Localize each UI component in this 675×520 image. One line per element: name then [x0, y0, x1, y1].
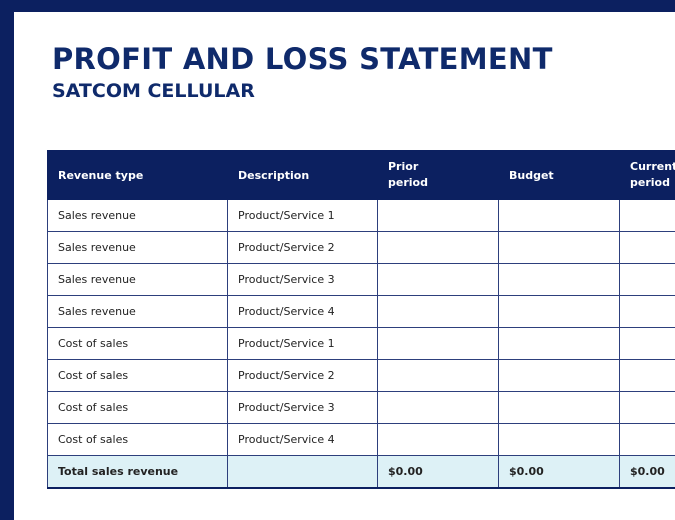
column-header-text: Prior period: [388, 160, 428, 189]
header-row: Revenue type Description Prior period Budge…: [47, 150, 675, 200]
table-cell: Product/Service 1: [227, 199, 378, 232]
table-row: Sales revenue Product/Service 2: [47, 231, 675, 264]
empty-cell: [498, 295, 620, 328]
empty-cell: [619, 391, 675, 424]
table-row: Cost of sales Product/Service 4: [47, 423, 675, 456]
table-cell: Sales revenue: [47, 199, 228, 232]
total-value: $0.00: [619, 455, 675, 489]
empty-cell: [377, 359, 499, 392]
table-cell: Product/Service 1: [227, 327, 378, 360]
total-value: $0.00: [377, 455, 499, 489]
table-cell: Sales revenue: [47, 231, 228, 264]
empty-cell: [619, 359, 675, 392]
total-row: Total sales revenue $0.00 $0.00 $0.00: [47, 455, 675, 489]
table-container: Revenue type Description Prior period Budge…: [47, 150, 675, 490]
empty-cell: [498, 359, 620, 392]
empty-cell: [619, 423, 675, 456]
empty-cell: [227, 455, 378, 489]
table-cell: Product/Service 4: [227, 423, 378, 456]
empty-cell: [377, 391, 499, 424]
table-row: Sales revenue Product/Service 4: [47, 295, 675, 328]
subtitle: SATCOM CELLULAR: [52, 80, 255, 102]
table-cell: Cost of sales: [47, 359, 228, 392]
empty-cell: [377, 263, 499, 296]
table-cell: Cost of sales: [47, 423, 228, 456]
table-row: Sales revenue Product/Service 3: [47, 263, 675, 296]
empty-cell: [498, 423, 620, 456]
table-cell: Product/Service 3: [227, 391, 378, 424]
table-body: Sales revenue Product/Service 1 Sales reve…: [47, 199, 675, 489]
empty-cell: [619, 263, 675, 296]
column-header-text: Revenue type: [58, 168, 144, 182]
table-row: Cost of sales Product/Service 1: [47, 327, 675, 360]
empty-cell: [498, 391, 620, 424]
table-row: Cost of sales Product/Service 2: [47, 359, 675, 392]
table-row: Cost of sales Product/Service 3: [47, 391, 675, 424]
empty-cell: [498, 199, 620, 232]
column-header: Current period: [619, 150, 675, 200]
empty-cell: [377, 199, 499, 232]
table-cell: Product/Service 2: [227, 231, 378, 264]
column-header: Prior period: [377, 150, 499, 200]
table-cell: Cost of sales: [47, 327, 228, 360]
empty-cell: [377, 231, 499, 264]
table-cell: Product/Service 4: [227, 295, 378, 328]
empty-cell: [377, 423, 499, 456]
total-value: $0.00: [498, 455, 620, 489]
empty-cell: [498, 327, 620, 360]
empty-cell: [377, 295, 499, 328]
title: PROFIT AND LOSS STATEMENT: [52, 42, 553, 76]
empty-cell: [619, 295, 675, 328]
column-header-text: Current period: [630, 160, 675, 189]
table-cell: Product/Service 3: [227, 263, 378, 296]
empty-cell: [498, 263, 620, 296]
empty-cell: [619, 327, 675, 360]
table-row: Sales revenue Product/Service 1: [47, 199, 675, 232]
column-header: Description: [227, 150, 378, 200]
empty-cell: [619, 199, 675, 232]
empty-cell: [498, 231, 620, 264]
left-bar: [0, 0, 14, 520]
column-header-text: Budget: [509, 168, 554, 182]
column-header: Revenue type: [47, 150, 228, 200]
table-cell: Product/Service 2: [227, 359, 378, 392]
column-header-text: Description: [238, 168, 310, 182]
pl-table: Revenue type Description Prior period Budge…: [47, 150, 675, 489]
table-cell: Cost of sales: [47, 391, 228, 424]
empty-cell: [619, 231, 675, 264]
column-header: Budget: [498, 150, 620, 200]
table-cell: Sales revenue: [47, 263, 228, 296]
empty-cell: [377, 327, 499, 360]
top-bar: [0, 0, 675, 12]
total-label: Total sales revenue: [47, 455, 228, 489]
table-cell: Sales revenue: [47, 295, 228, 328]
